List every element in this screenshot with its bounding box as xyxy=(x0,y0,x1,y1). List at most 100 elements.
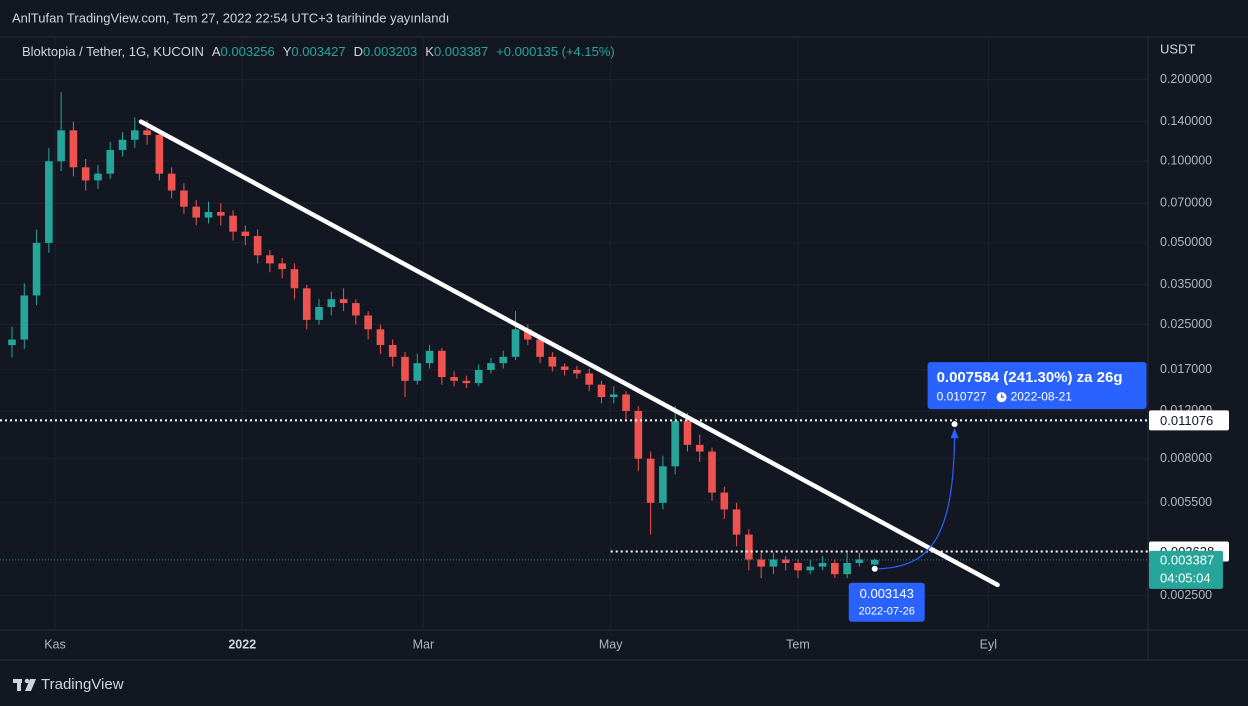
candle-body xyxy=(843,562,851,575)
candle-body xyxy=(266,255,274,264)
start-date: 2022-07-26 xyxy=(859,606,915,618)
x-tick-label: Tem xyxy=(786,637,810,651)
candle-body xyxy=(671,421,679,467)
candle-body xyxy=(855,559,864,563)
candle-body xyxy=(278,263,286,270)
legend-value: 0.003427 xyxy=(291,44,345,59)
projection-target: 0.010727 xyxy=(937,389,987,403)
candle-body xyxy=(352,303,360,316)
y-tick-label: 0.200000 xyxy=(1160,72,1212,86)
legend-value: 0.003256 xyxy=(221,44,275,59)
countdown: 04:05:04 xyxy=(1160,570,1211,585)
logo-part xyxy=(24,678,30,684)
candle-body xyxy=(253,236,262,256)
candle-body xyxy=(32,242,41,296)
candle-body xyxy=(20,295,29,340)
y-tick-label: 0.050000 xyxy=(1160,235,1212,249)
candle-body xyxy=(69,130,78,168)
candle-body xyxy=(438,350,446,378)
candle-body xyxy=(180,190,188,207)
projection-box xyxy=(927,362,1147,410)
legend-change: +0.000135 (+4.15%) xyxy=(496,44,615,59)
candle-body xyxy=(695,444,704,452)
candle-body xyxy=(106,150,115,174)
candle-body xyxy=(413,363,422,381)
candle-body xyxy=(499,356,508,364)
logo xyxy=(13,678,36,691)
candle-body xyxy=(757,559,765,567)
candle-body xyxy=(216,211,225,216)
y-tick-label: 0.035000 xyxy=(1160,277,1212,291)
candle-body xyxy=(315,307,323,320)
x-tick-label: Mar xyxy=(413,637,435,651)
price-label: 0.011076 xyxy=(1160,413,1213,428)
candle-body xyxy=(487,363,495,370)
y-tick-label: 0.017000 xyxy=(1160,362,1212,376)
x-tick-label: 2022 xyxy=(228,637,256,651)
legend-key: D xyxy=(354,44,363,59)
candle-body xyxy=(806,566,815,571)
candle-body xyxy=(302,288,311,320)
candle-body xyxy=(57,130,65,162)
brand: TradingView xyxy=(41,676,124,693)
candle-body xyxy=(745,534,753,560)
candle-body xyxy=(622,394,630,411)
candle-body xyxy=(131,130,139,140)
candle-body xyxy=(548,356,557,367)
candle-body xyxy=(290,269,299,289)
x-tick-label: Eyl xyxy=(980,637,997,651)
anchor xyxy=(950,420,959,429)
candle-body xyxy=(585,373,594,385)
candle-body xyxy=(155,134,164,174)
y-tick-label: 0.005500 xyxy=(1160,495,1212,509)
clock-icon xyxy=(1000,394,1005,398)
candle-body xyxy=(94,173,102,181)
candle-body xyxy=(474,369,483,384)
y-tick-label: 0.070000 xyxy=(1160,196,1212,210)
candle-body xyxy=(708,451,716,493)
candle-body xyxy=(536,339,544,357)
y-tick-label: 0.025000 xyxy=(1160,317,1212,331)
candle-body xyxy=(683,421,692,445)
anchor xyxy=(870,564,879,573)
candle-body xyxy=(818,562,827,567)
candle-body xyxy=(204,211,213,218)
published-note: AnlTufan TradingView.com, Tem 27, 2022 2… xyxy=(12,10,449,25)
candle-body xyxy=(634,410,643,459)
candle-body xyxy=(192,206,201,218)
candle-body xyxy=(646,458,655,503)
candle-body xyxy=(339,299,348,304)
candle-body xyxy=(388,345,397,357)
projection-label: 0.007584 (241.30%) za 26g xyxy=(937,369,1123,386)
candle-body xyxy=(143,130,151,135)
price-label: 0.003387 xyxy=(1160,552,1214,567)
legend-key: Y xyxy=(283,44,292,59)
candle-body xyxy=(229,215,237,232)
price-label-box xyxy=(1149,550,1223,589)
candle-body xyxy=(769,559,778,567)
legend: Bloktopia / Tether, 1G, KUCOIN A0.003256 Y… xyxy=(22,44,615,59)
plot-area xyxy=(0,38,1148,630)
candle-body xyxy=(720,492,729,510)
candle-body xyxy=(511,329,520,357)
y-tick-label: 0.140000 xyxy=(1160,114,1212,128)
candle-body xyxy=(425,350,434,364)
candle-body xyxy=(831,562,839,575)
legend-key: A xyxy=(212,44,221,59)
symbol: Bloktopia / Tether, 1G, KUCOIN xyxy=(22,44,204,59)
legend-value: 0.003203 xyxy=(363,44,417,59)
candle-body xyxy=(167,173,176,191)
candle-body xyxy=(597,384,606,398)
candle-body xyxy=(659,466,667,503)
trendline xyxy=(138,119,1000,588)
candle-body xyxy=(401,356,409,381)
candle-body xyxy=(45,161,53,243)
candle-body xyxy=(781,559,790,563)
candle-body xyxy=(870,559,879,565)
candle-body xyxy=(462,380,471,384)
legend-key: K xyxy=(425,44,434,59)
candle-body xyxy=(560,366,569,370)
x-tick-label: May xyxy=(599,637,623,651)
candle-body xyxy=(118,139,127,151)
